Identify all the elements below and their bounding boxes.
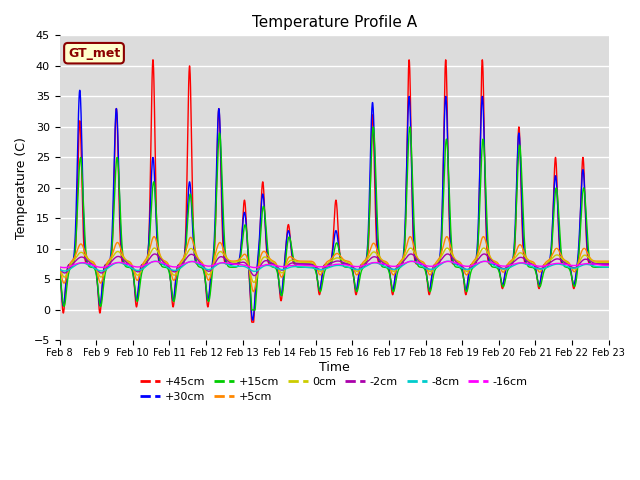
- Text: GT_met: GT_met: [68, 47, 120, 60]
- X-axis label: Time: Time: [319, 361, 349, 374]
- Legend: +45cm, +30cm, +15cm, +5cm, 0cm, -2cm, -8cm, -16cm: +45cm, +30cm, +15cm, +5cm, 0cm, -2cm, -8…: [136, 372, 532, 407]
- Title: Temperature Profile A: Temperature Profile A: [252, 15, 417, 30]
- Y-axis label: Temperature (C): Temperature (C): [15, 137, 28, 239]
